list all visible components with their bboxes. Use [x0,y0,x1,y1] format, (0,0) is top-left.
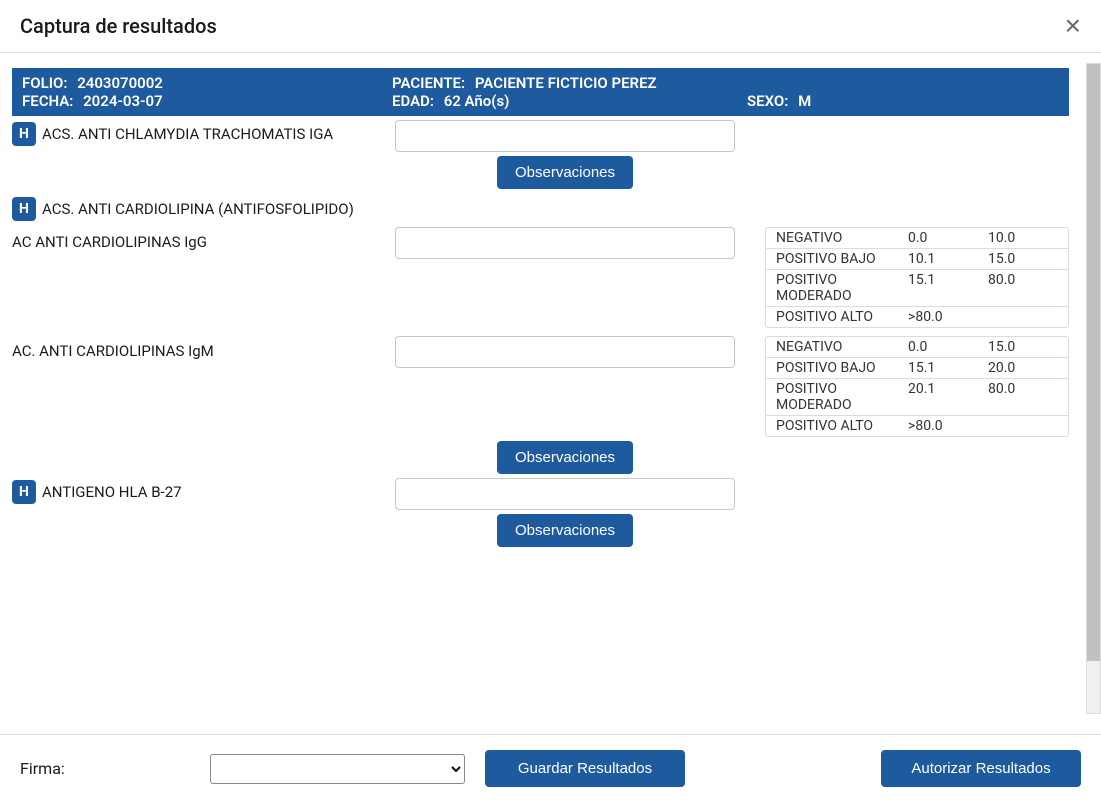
ref-name: POSITIVO MODERADO [776,272,908,304]
test-row: H ACS. ANTI CHLAMYDIA TRACHOMATIS IGA [12,120,1069,152]
button-row: Observaciones [12,514,1069,547]
close-icon: × [1065,10,1081,41]
ref-name: POSITIVO MODERADO [776,381,908,413]
ref-name: NEGATIVO [776,339,908,355]
h-badge-icon[interactable]: H [12,122,36,146]
ref-min: 0.0 [908,230,988,246]
folio-label: FOLIO: [22,74,67,92]
guardar-button[interactable]: Guardar Resultados [485,750,685,787]
reference-table: NEGATIVO 0.0 10.0 POSITIVO BAJO 10.1 15.… [765,227,1069,328]
test-name: ACS. ANTI CARDIOLIPINA (ANTIFOSFOLIPIDO) [42,200,354,218]
paciente-label: PACIENTE: [392,74,465,92]
sexo-label: SEXO: [747,92,788,110]
ref-name: POSITIVO ALTO [776,309,908,325]
vertical-scrollbar[interactable] [1086,63,1101,714]
sexo-value: M [798,92,811,110]
ref-row: POSITIVO ALTO >80.0 [766,416,1068,436]
ref-min: 0.0 [908,339,988,355]
edad-label: EDAD: [392,92,434,110]
ref-min: >80.0 [908,418,1058,434]
modal-header: Captura de resultados × [0,0,1101,53]
param-row: AC ANTI CARDIOLIPINAS IgG NEGATIVO 0.0 1… [12,227,1069,328]
ref-row: POSITIVO BAJO 10.1 15.0 [766,249,1068,270]
test-header: H ACS. ANTI CARDIOLIPINA (ANTIFOSFOLIPID… [12,193,1069,225]
results-capture-modal: Captura de resultados × FOLIO: 240307000… [0,0,1101,802]
result-input[interactable] [395,336,735,368]
patient-info-bar: FOLIO: 2403070002 PACIENTE: PACIENTE FIC… [12,68,1069,116]
ref-min: 15.1 [908,360,988,376]
test-name: ANTIGENO HLA B-27 [42,483,182,501]
modal-footer: Firma: Guardar Resultados Autorizar Resu… [0,734,1101,802]
scrollbar-thumb[interactable] [1087,64,1100,661]
ref-row: POSITIVO ALTO >80.0 [766,307,1068,327]
ref-max: 15.0 [988,251,1058,267]
test-name: ACS. ANTI CHLAMYDIA TRACHOMATIS IGA [42,125,333,143]
h-badge-icon[interactable]: H [12,197,36,221]
ref-row: NEGATIVO 0.0 10.0 [766,228,1068,249]
test-section: H ACS. ANTI CHLAMYDIA TRACHOMATIS IGA Ob… [12,120,1069,189]
ref-min: 20.1 [908,381,988,413]
result-input[interactable] [395,227,735,259]
ref-max: 15.0 [988,339,1058,355]
ref-name: POSITIVO BAJO [776,251,908,267]
firma-select[interactable] [210,754,465,784]
ref-name: POSITIVO ALTO [776,418,908,434]
fecha-value: 2024-03-07 [83,92,163,110]
edad-value: 62 Año(s) [444,92,510,110]
observaciones-button[interactable]: Observaciones [497,156,633,189]
ref-min: 10.1 [908,251,988,267]
test-header: H ACS. ANTI CHLAMYDIA TRACHOMATIS IGA [12,120,365,146]
test-header: H ANTIGENO HLA B-27 [12,478,365,504]
result-input[interactable] [395,120,735,152]
ref-min: >80.0 [908,309,1058,325]
button-row: Observaciones [12,441,1069,474]
content-area: FOLIO: 2403070002 PACIENTE: PACIENTE FIC… [12,68,1089,547]
observaciones-button[interactable]: Observaciones [497,514,633,547]
ref-name: POSITIVO BAJO [776,360,908,376]
folio-value: 2403070002 [77,74,163,92]
ref-max: 80.0 [988,272,1058,304]
ref-row: POSITIVO BAJO 15.1 20.0 [766,358,1068,379]
folio-item: FOLIO: 2403070002 [22,74,372,92]
result-input[interactable] [395,478,735,510]
button-row: Observaciones [12,156,1069,189]
fecha-label: FECHA: [22,92,73,110]
observaciones-button[interactable]: Observaciones [497,441,633,474]
paciente-item: PACIENTE: PACIENTE FICTICIO PEREZ [392,74,727,92]
sexo-item: SEXO: M [747,92,1059,110]
modal-title: Captura de resultados [20,14,217,38]
ref-min: 15.1 [908,272,988,304]
param-label: AC. ANTI CARDIOLIPINAS IgM [12,336,365,360]
reference-table: NEGATIVO 0.0 15.0 POSITIVO BAJO 15.1 20.… [765,336,1069,437]
test-row: H ANTIGENO HLA B-27 [12,478,1069,510]
edad-item: EDAD: 62 Año(s) [392,92,727,110]
test-section: H ANTIGENO HLA B-27 Observaciones [12,478,1069,547]
param-row: AC. ANTI CARDIOLIPINAS IgM NEGATIVO 0.0 … [12,336,1069,437]
ref-max: 10.0 [988,230,1058,246]
h-badge-icon[interactable]: H [12,480,36,504]
test-section: H ACS. ANTI CARDIOLIPINA (ANTIFOSFOLIPID… [12,193,1069,474]
ref-max: 20.0 [988,360,1058,376]
firma-label: Firma: [20,759,190,778]
modal-body: FOLIO: 2403070002 PACIENTE: PACIENTE FIC… [0,53,1101,734]
autorizar-button[interactable]: Autorizar Resultados [881,750,1081,787]
ref-row: NEGATIVO 0.0 15.0 [766,337,1068,358]
ref-name: NEGATIVO [776,230,908,246]
paciente-value: PACIENTE FICTICIO PEREZ [475,74,657,92]
close-button[interactable]: × [1065,12,1081,40]
fecha-item: FECHA: 2024-03-07 [22,92,372,110]
ref-max: 80.0 [988,381,1058,413]
ref-row: POSITIVO MODERADO 20.1 80.0 [766,379,1068,416]
param-label: AC ANTI CARDIOLIPINAS IgG [12,227,365,251]
ref-row: POSITIVO MODERADO 15.1 80.0 [766,270,1068,307]
